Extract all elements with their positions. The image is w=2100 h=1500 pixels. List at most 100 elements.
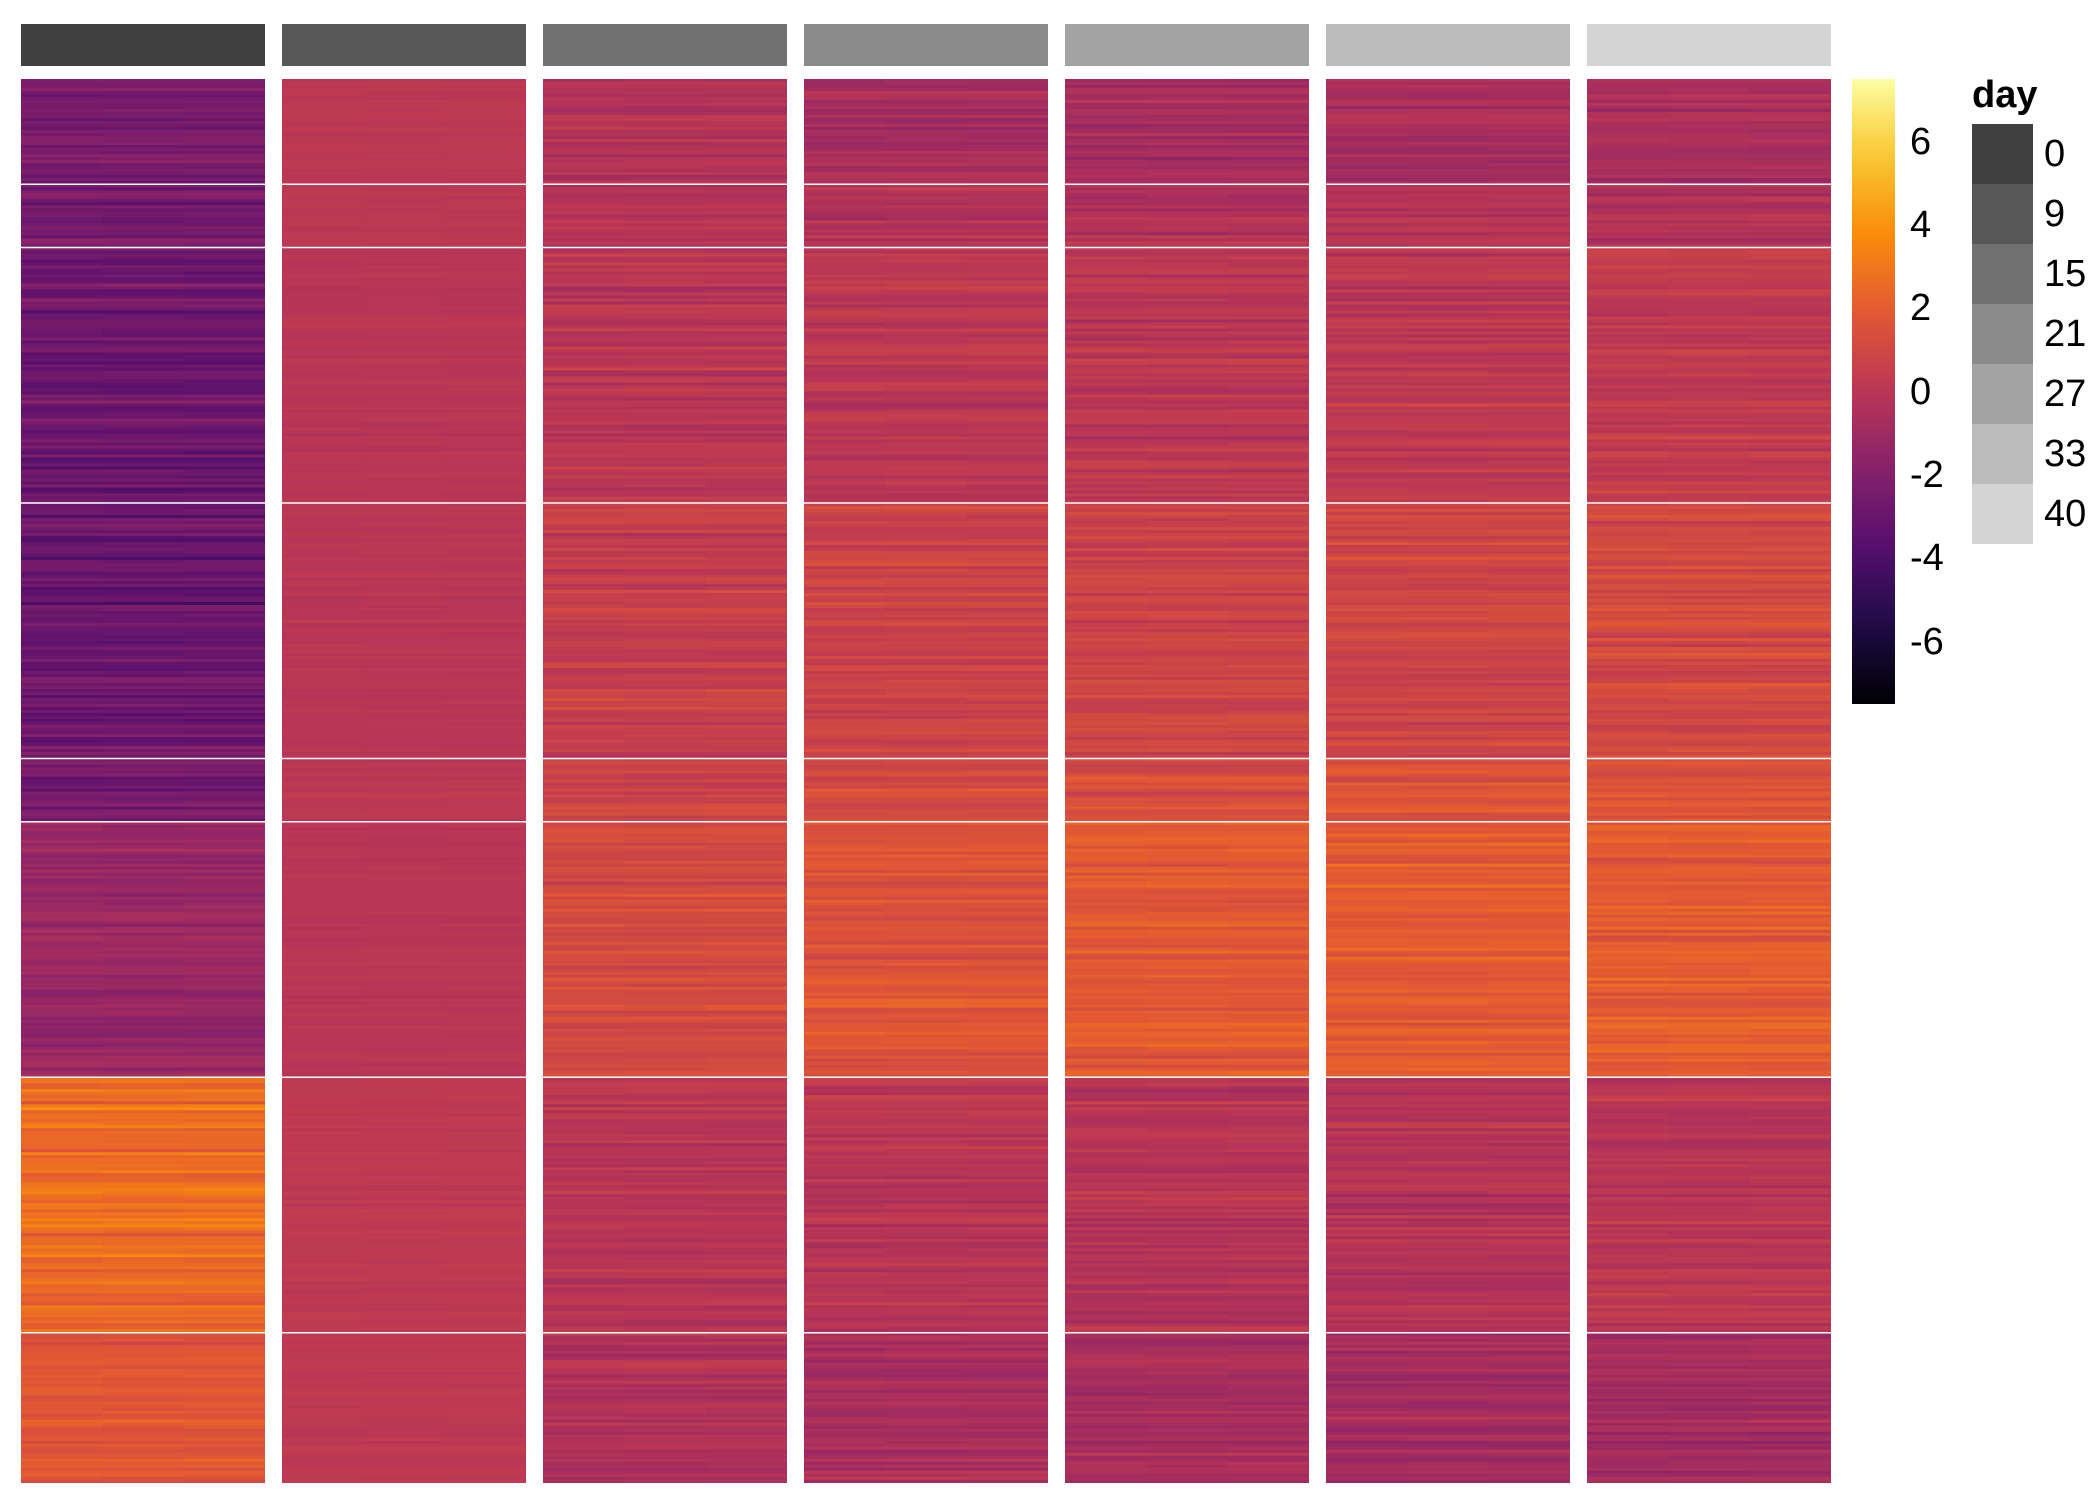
heatmap-cell: [624, 695, 707, 699]
heatmap-cell: [183, 1146, 265, 1150]
heatmap-cell: [705, 1368, 787, 1373]
heatmap-cell: [885, 196, 968, 200]
heatmap-cell: [543, 785, 625, 789]
heatmap-cell: [885, 178, 968, 182]
heatmap-cell: [444, 824, 526, 829]
heatmap-cell: [282, 1119, 364, 1123]
heatmap-cell: [804, 172, 886, 176]
heatmap-cell: [543, 127, 625, 131]
heatmap-cell: [966, 737, 1048, 741]
heatmap-cell: [363, 1245, 446, 1249]
heatmap-cell: [102, 1107, 185, 1111]
heatmap-cell: [705, 935, 787, 940]
heatmap-cell: [624, 1179, 707, 1183]
heatmap-cell: [102, 1073, 185, 1078]
heatmap-cell: [444, 1037, 526, 1042]
heatmap-cell: [183, 1137, 265, 1141]
heatmap-cell: [183, 355, 265, 359]
heatmap-cell: [21, 268, 103, 272]
heatmap-cell: [102, 235, 185, 239]
heatmap-cell: [885, 283, 968, 287]
heatmap-cell: [444, 112, 526, 116]
heatmap-cell: [183, 764, 265, 768]
heatmap-cell: [363, 1128, 446, 1132]
heatmap-cell: [804, 743, 886, 747]
heatmap-cell: [282, 716, 364, 720]
heatmap-cell: [705, 346, 787, 350]
heatmap-cell: [966, 662, 1048, 666]
heatmap-cell: [543, 457, 625, 461]
heatmap-cell: [705, 181, 787, 185]
heatmap-cell: [705, 908, 787, 913]
heatmap-cell: [966, 581, 1048, 585]
heatmap-cell: [102, 1431, 185, 1436]
heatmap-cell: [966, 352, 1048, 356]
heatmap-cell: [282, 373, 364, 377]
heatmap-cell: [543, 1040, 625, 1045]
heatmap-cell: [885, 208, 968, 212]
heatmap-cell: [444, 364, 526, 368]
heatmap-cell: [282, 1070, 364, 1075]
heatmap-cell: [363, 1221, 446, 1225]
heatmap-cell: [543, 271, 625, 275]
heatmap-cell: [282, 938, 364, 943]
heatmap-cell: [624, 496, 707, 500]
heatmap-cell: [183, 671, 265, 675]
heatmap-cell: [102, 169, 185, 173]
heatmap-cell: [363, 590, 446, 594]
heatmap-cell: [543, 722, 625, 726]
heatmap-cell: [363, 172, 446, 176]
heatmap-cell: [543, 1095, 625, 1099]
heatmap-cell: [363, 118, 446, 122]
heatmap-cell: [282, 1356, 364, 1361]
heatmap-cell: [705, 920, 787, 925]
heatmap-cell: [966, 542, 1048, 546]
heatmap-cell: [102, 1022, 185, 1027]
heatmap-cell: [363, 373, 446, 377]
heatmap-cell: [966, 175, 1048, 179]
heatmap-cell: [282, 1332, 364, 1337]
heatmap-cell: [966, 262, 1048, 266]
heatmap-cell: [282, 1275, 364, 1279]
heatmap-cell: [444, 88, 526, 92]
heatmap-cell: [444, 968, 526, 973]
heatmap-cell: [705, 953, 787, 958]
heatmap-cell: [363, 905, 446, 910]
heatmap-cell: [282, 659, 364, 663]
heatmap-cell: [363, 1356, 446, 1361]
heatmap-panel-day-15: [543, 79, 787, 1483]
heatmap-cell: [543, 917, 625, 922]
heatmap-cell: [444, 448, 526, 452]
heatmap-cell: [966, 115, 1048, 119]
heatmap-cell: [183, 370, 265, 374]
heatmap-cell: [804, 325, 886, 329]
heatmap-cell: [363, 1341, 446, 1346]
heatmap-cell: [183, 1392, 265, 1397]
heatmap-cell: [705, 1335, 787, 1340]
heatmap-cell: [804, 563, 886, 567]
heatmap-cell: [543, 283, 625, 287]
heatmap-cell: [705, 355, 787, 359]
heatmap-cell: [705, 1371, 787, 1376]
heatmap-cell: [444, 187, 526, 191]
heatmap-cell: [624, 1278, 707, 1282]
heatmap-cell: [543, 740, 625, 744]
heatmap-cell: [543, 1305, 625, 1309]
heatmap-cell: [444, 406, 526, 410]
heatmap-cell: [363, 247, 446, 251]
heatmap-cell: [102, 1368, 185, 1373]
heatmap-cell: [624, 752, 707, 756]
heatmap-cell: [183, 1194, 265, 1198]
heatmap-cell: [183, 1188, 265, 1192]
heatmap-cell: [966, 602, 1048, 606]
heatmap-cell: [624, 536, 707, 540]
heatmap-cell: [543, 923, 625, 928]
heatmap-cell: [804, 238, 886, 242]
heatmap-cell: [444, 572, 526, 576]
heatmap-cell: [21, 1362, 103, 1367]
heatmap-cell: [21, 542, 103, 546]
heatmap-cell: [705, 695, 787, 699]
heatmap-cell: [705, 259, 787, 263]
heatmap-cell: [444, 1007, 526, 1012]
heatmap-cell: [804, 746, 886, 750]
